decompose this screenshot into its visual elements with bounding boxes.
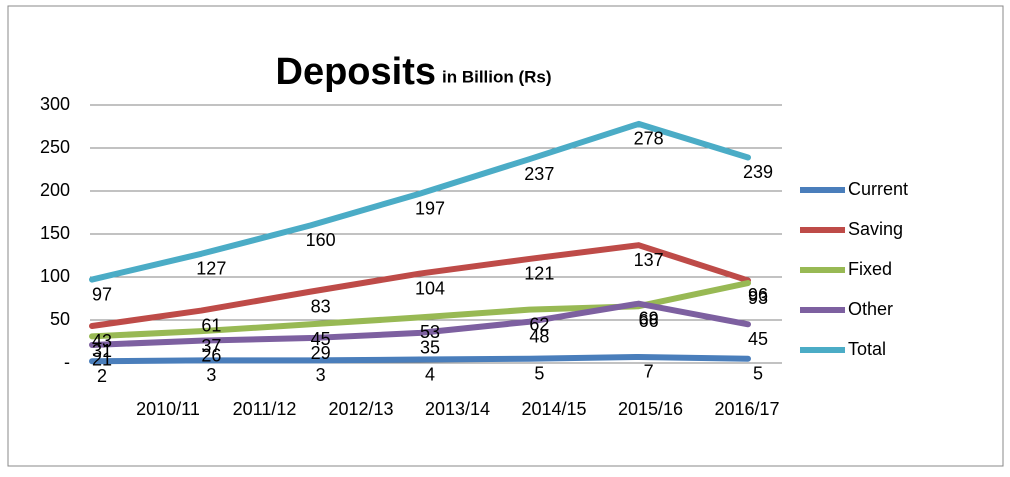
data-label: 37 bbox=[201, 336, 221, 356]
chart-title: Deposits bbox=[276, 51, 436, 93]
chart-border bbox=[7, 5, 1004, 467]
data-label: 237 bbox=[524, 164, 554, 184]
legend-label: Current bbox=[848, 179, 908, 199]
data-label: 5 bbox=[534, 363, 544, 383]
y-tick-label: 100 bbox=[40, 266, 70, 286]
x-tick-label: 2011/12 bbox=[233, 399, 297, 419]
data-label: 45 bbox=[311, 329, 331, 349]
data-label: 48 bbox=[529, 326, 549, 346]
x-tick-label: 2016/17 bbox=[714, 399, 779, 419]
data-label: 2 bbox=[97, 366, 107, 386]
data-label: 137 bbox=[634, 250, 664, 270]
data-label: 69 bbox=[639, 308, 659, 328]
y-tick-label: 50 bbox=[50, 309, 70, 329]
data-label: 4 bbox=[425, 364, 435, 384]
legend-label: Total bbox=[848, 339, 886, 359]
series-line bbox=[89, 300, 751, 348]
data-label: 53 bbox=[420, 322, 440, 342]
data-label: 239 bbox=[743, 162, 773, 182]
x-tick-label: 2014/15 bbox=[521, 399, 586, 419]
x-tick-label: 2015/16 bbox=[618, 399, 683, 419]
data-label: 160 bbox=[306, 230, 336, 250]
x-tick-label: 2010/11 bbox=[136, 399, 200, 419]
data-label: 83 bbox=[311, 296, 331, 316]
data-label: 97 bbox=[92, 284, 112, 304]
legend-label: Saving bbox=[848, 219, 903, 239]
x-tick-label: 2012/13 bbox=[328, 399, 393, 419]
data-label: 29 bbox=[311, 343, 331, 363]
data-label: 96 bbox=[748, 285, 768, 305]
y-tick-label: 150 bbox=[40, 223, 70, 243]
data-label: 61 bbox=[201, 315, 221, 335]
data-label: 5 bbox=[753, 363, 763, 383]
data-label: 3 bbox=[316, 365, 326, 385]
data-label: 121 bbox=[524, 264, 554, 284]
data-label: 21 bbox=[92, 350, 112, 370]
y-tick-label: - bbox=[64, 352, 70, 372]
legend-label: Other bbox=[848, 299, 893, 319]
series-line bbox=[89, 353, 751, 365]
data-label: 278 bbox=[634, 129, 664, 149]
y-tick-label: 300 bbox=[40, 94, 70, 114]
x-tick-label: 2013/14 bbox=[425, 399, 490, 419]
data-label: 45 bbox=[748, 329, 768, 349]
data-label: 43 bbox=[92, 331, 112, 351]
data-label: 7 bbox=[644, 362, 654, 382]
legend-label: Fixed bbox=[848, 259, 892, 279]
data-label: 3 bbox=[206, 365, 216, 385]
data-label: 197 bbox=[415, 198, 445, 218]
data-label: 26 bbox=[201, 345, 221, 365]
y-tick-label: 200 bbox=[40, 180, 70, 200]
data-label: 31 bbox=[92, 341, 112, 361]
data-label: 62 bbox=[529, 314, 549, 334]
series-line bbox=[89, 120, 751, 283]
data-label: 127 bbox=[196, 259, 226, 279]
data-label: 104 bbox=[415, 278, 445, 298]
series-line bbox=[89, 242, 751, 330]
data-label: 35 bbox=[420, 338, 440, 358]
data-label: 66 bbox=[639, 311, 659, 331]
y-tick-label: 250 bbox=[40, 137, 70, 157]
data-label: 93 bbox=[748, 288, 768, 308]
chart-subtitle: in Billion (Rs) bbox=[442, 67, 552, 86]
